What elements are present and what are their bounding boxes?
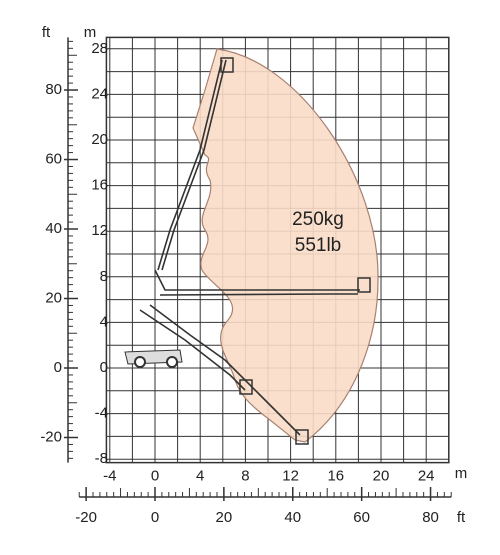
x-unit-ft: ft (457, 509, 466, 526)
x-tick-label-ft: -20 (75, 509, 97, 526)
y-tick-label-ft: 60 (45, 150, 62, 167)
y-tick-label-ft: 80 (45, 81, 62, 98)
load-lb: 551lb (295, 235, 342, 256)
x-tick-label-m: 16 (327, 468, 344, 485)
y-tick-label-m: 0 (100, 359, 108, 376)
x-tick-label-ft: 0 (151, 509, 159, 526)
y-tick-label-m: 24 (91, 85, 108, 102)
y-tick-label-m: -8 (95, 450, 108, 467)
grid-frame (105, 36, 450, 464)
y-tick-label-m: 12 (91, 222, 108, 239)
x-tick-label-ft: 40 (284, 509, 301, 526)
load-kg: 250kg (292, 209, 344, 230)
x-tick-label-m: -4 (103, 468, 116, 485)
x-tick-label-m: 20 (373, 468, 390, 485)
x-tick-label-m: 4 (196, 468, 204, 485)
y-tick-label-ft: 40 (45, 220, 62, 237)
x-tick-label-ft: 60 (353, 509, 370, 526)
x-tick-label-m: 8 (241, 468, 249, 485)
y-tick-label-m: 28 (91, 40, 108, 57)
y-tick-label-m: 8 (100, 268, 108, 285)
y-tick-label-m: 16 (91, 177, 108, 194)
x-tick-label-ft: 80 (422, 509, 439, 526)
y-tick-label-ft: -20 (40, 428, 62, 445)
y-tick-label-m: 20 (91, 131, 108, 148)
boom-positions (124, 57, 371, 445)
y-tick-label-ft: 20 (45, 289, 62, 306)
y-tick-label-m: 4 (100, 313, 108, 330)
x-tick-label-m: 12 (282, 468, 299, 485)
y-unit-ft: ft (42, 24, 51, 41)
y-unit-m: m (84, 24, 97, 41)
working-envelope (192, 48, 379, 443)
x-unit-m: m (455, 465, 468, 482)
x-tick-label-ft: 20 (216, 509, 233, 526)
y-tick-label-ft: 0 (54, 359, 62, 376)
x-tick-label-m: 24 (418, 468, 435, 485)
x-tick-label-m: 0 (151, 468, 159, 485)
y-tick-label-m: -4 (95, 405, 108, 422)
